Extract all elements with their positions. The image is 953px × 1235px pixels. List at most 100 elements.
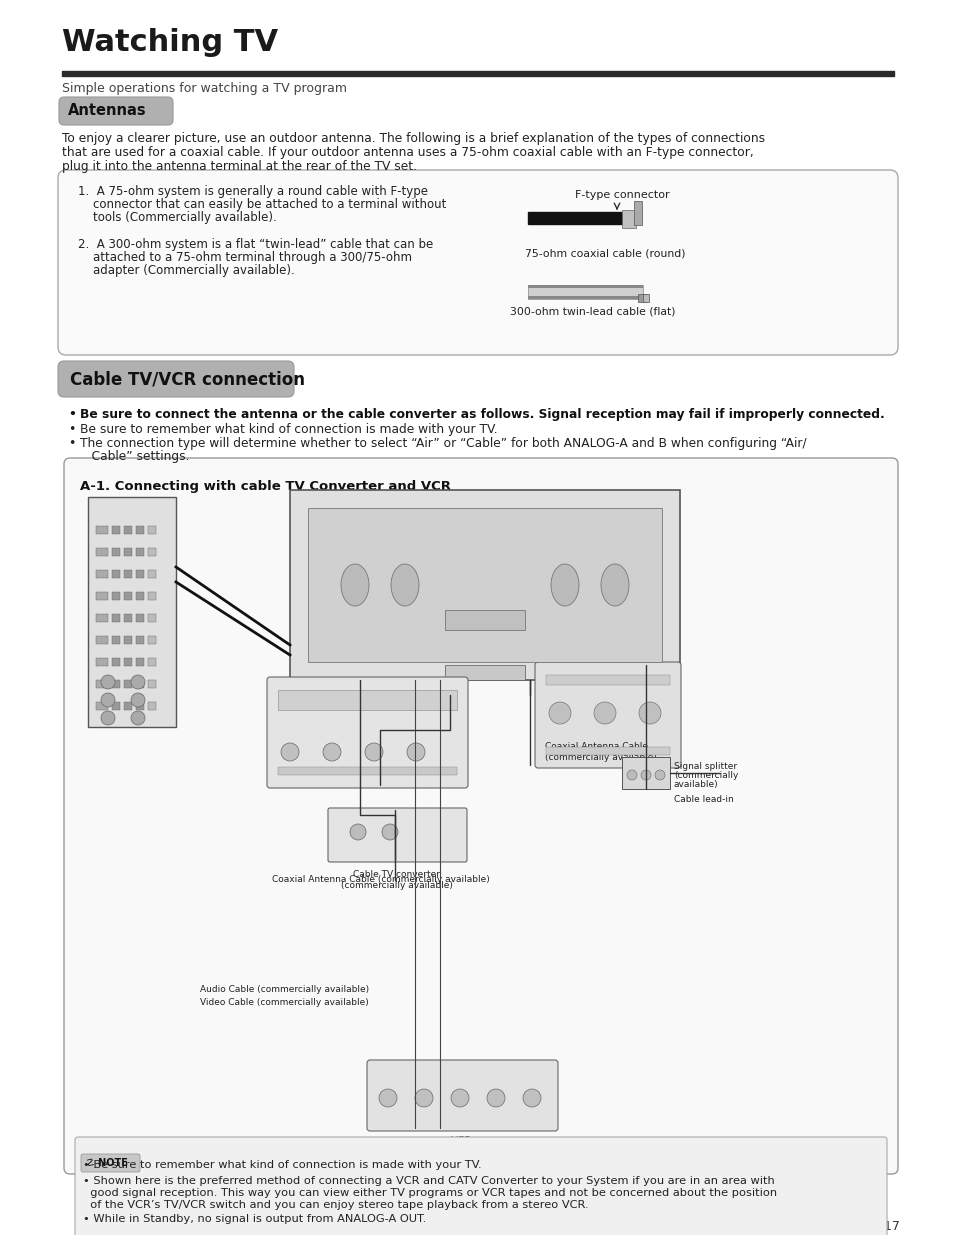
Text: F-type connector: F-type connector: [575, 190, 669, 200]
Circle shape: [131, 711, 145, 725]
Circle shape: [365, 743, 382, 761]
Bar: [148, 701, 156, 710]
Bar: [136, 614, 144, 622]
Text: Video Cable (commercially available): Video Cable (commercially available): [200, 998, 369, 1007]
Circle shape: [522, 1089, 540, 1107]
Text: Coaxial Antenna Cable: Coaxial Antenna Cable: [365, 637, 468, 646]
Ellipse shape: [340, 564, 369, 606]
Circle shape: [131, 693, 145, 706]
Bar: [136, 658, 144, 666]
Bar: [112, 658, 120, 666]
Bar: [545, 676, 669, 685]
Text: • While in Standby, no signal is output from ANALOG-A OUT.: • While in Standby, no signal is output …: [83, 1214, 426, 1224]
Bar: [148, 526, 156, 534]
Bar: [112, 548, 120, 556]
Bar: [148, 592, 156, 600]
Bar: [124, 526, 132, 534]
Text: tools (Commercially available).: tools (Commercially available).: [78, 211, 276, 224]
Text: Cable” settings.: Cable” settings.: [80, 450, 190, 463]
Text: Be sure to connect the antenna or the cable converter as follows. Signal recepti: Be sure to connect the antenna or the ca…: [80, 408, 883, 421]
Text: Coaxial Antenna Cable (commercially available): Coaxial Antenna Cable (commercially avai…: [272, 876, 489, 884]
Bar: [136, 636, 144, 643]
Bar: [290, 490, 679, 680]
Text: Cable TV/VCR connection: Cable TV/VCR connection: [70, 370, 305, 389]
Circle shape: [655, 769, 664, 781]
Text: attached to a 75-ohm terminal through a 300/75-ohm: attached to a 75-ohm terminal through a …: [78, 251, 412, 264]
Circle shape: [451, 1089, 469, 1107]
Circle shape: [639, 701, 660, 724]
FancyBboxPatch shape: [58, 361, 294, 396]
Bar: [96, 548, 108, 556]
Bar: [124, 614, 132, 622]
FancyBboxPatch shape: [58, 170, 897, 354]
Bar: [444, 664, 524, 680]
Text: connector that can easily be attached to a terminal without: connector that can easily be attached to…: [78, 198, 446, 211]
Text: VCR: VCR: [451, 1136, 473, 1146]
Bar: [112, 701, 120, 710]
Circle shape: [415, 1089, 433, 1107]
Text: IN: IN: [381, 848, 391, 858]
Bar: [96, 592, 108, 600]
Bar: [124, 548, 132, 556]
FancyBboxPatch shape: [535, 662, 680, 768]
Bar: [148, 571, 156, 578]
Bar: [621, 210, 636, 228]
Bar: [621, 757, 669, 789]
Bar: [136, 526, 144, 534]
Bar: [96, 614, 108, 622]
Text: Antennas: Antennas: [68, 103, 147, 119]
Bar: [148, 614, 156, 622]
Text: Audio Cable (commercially available): Audio Cable (commercially available): [200, 986, 369, 994]
Circle shape: [381, 824, 397, 840]
Bar: [148, 680, 156, 688]
Bar: [638, 294, 645, 303]
Bar: [527, 285, 642, 299]
Bar: [634, 201, 641, 225]
Ellipse shape: [391, 564, 418, 606]
Bar: [62, 70, 893, 77]
Bar: [96, 658, 108, 666]
FancyBboxPatch shape: [81, 1153, 140, 1172]
Text: of the VCR’s TV/VCR switch and you can enjoy stereo tape playback from a stereo : of the VCR’s TV/VCR switch and you can e…: [83, 1200, 588, 1210]
Ellipse shape: [551, 564, 578, 606]
Bar: [136, 701, 144, 710]
Bar: [96, 680, 108, 688]
Bar: [136, 571, 144, 578]
Bar: [88, 496, 175, 727]
Text: OUT: OUT: [345, 848, 362, 858]
Bar: [136, 548, 144, 556]
Text: that are used for a coaxial cable. If your outdoor antenna uses a 75-ohm coaxial: that are used for a coaxial cable. If yo…: [62, 146, 753, 159]
FancyBboxPatch shape: [328, 808, 467, 862]
Circle shape: [640, 769, 650, 781]
Bar: [124, 701, 132, 710]
Circle shape: [407, 743, 424, 761]
Bar: [124, 592, 132, 600]
Bar: [277, 690, 456, 710]
Bar: [545, 747, 669, 755]
Bar: [124, 636, 132, 643]
Circle shape: [281, 743, 298, 761]
FancyBboxPatch shape: [64, 458, 897, 1174]
Text: good signal reception. This way you can view either TV programs or VCR tapes and: good signal reception. This way you can …: [83, 1188, 777, 1198]
Text: (commercially available): (commercially available): [341, 881, 453, 890]
Text: The connection type will determine whether to select “Air” or “Cable” for both A: The connection type will determine wheth…: [80, 437, 806, 450]
Bar: [96, 526, 108, 534]
Circle shape: [101, 693, 115, 706]
Bar: [148, 658, 156, 666]
FancyBboxPatch shape: [59, 98, 172, 125]
Bar: [124, 658, 132, 666]
Text: • Shown here is the preferred method of connecting a VCR and CATV Converter to y: • Shown here is the preferred method of …: [83, 1176, 774, 1186]
Circle shape: [101, 711, 115, 725]
Bar: [527, 212, 623, 224]
Bar: [112, 680, 120, 688]
Text: •: •: [68, 437, 75, 450]
Bar: [112, 592, 120, 600]
Bar: [112, 571, 120, 578]
Text: Cable lead-in: Cable lead-in: [673, 795, 733, 804]
Text: Signal splitter: Signal splitter: [673, 762, 737, 771]
Bar: [148, 636, 156, 643]
Bar: [308, 508, 661, 662]
Text: (commercially available): (commercially available): [365, 648, 476, 657]
Text: 2.  A 300-ohm system is a flat “twin-lead” cable that can be: 2. A 300-ohm system is a flat “twin-lead…: [78, 238, 433, 251]
Text: Be sure to remember what kind of connection is made with your TV.: Be sure to remember what kind of connect…: [80, 424, 497, 436]
